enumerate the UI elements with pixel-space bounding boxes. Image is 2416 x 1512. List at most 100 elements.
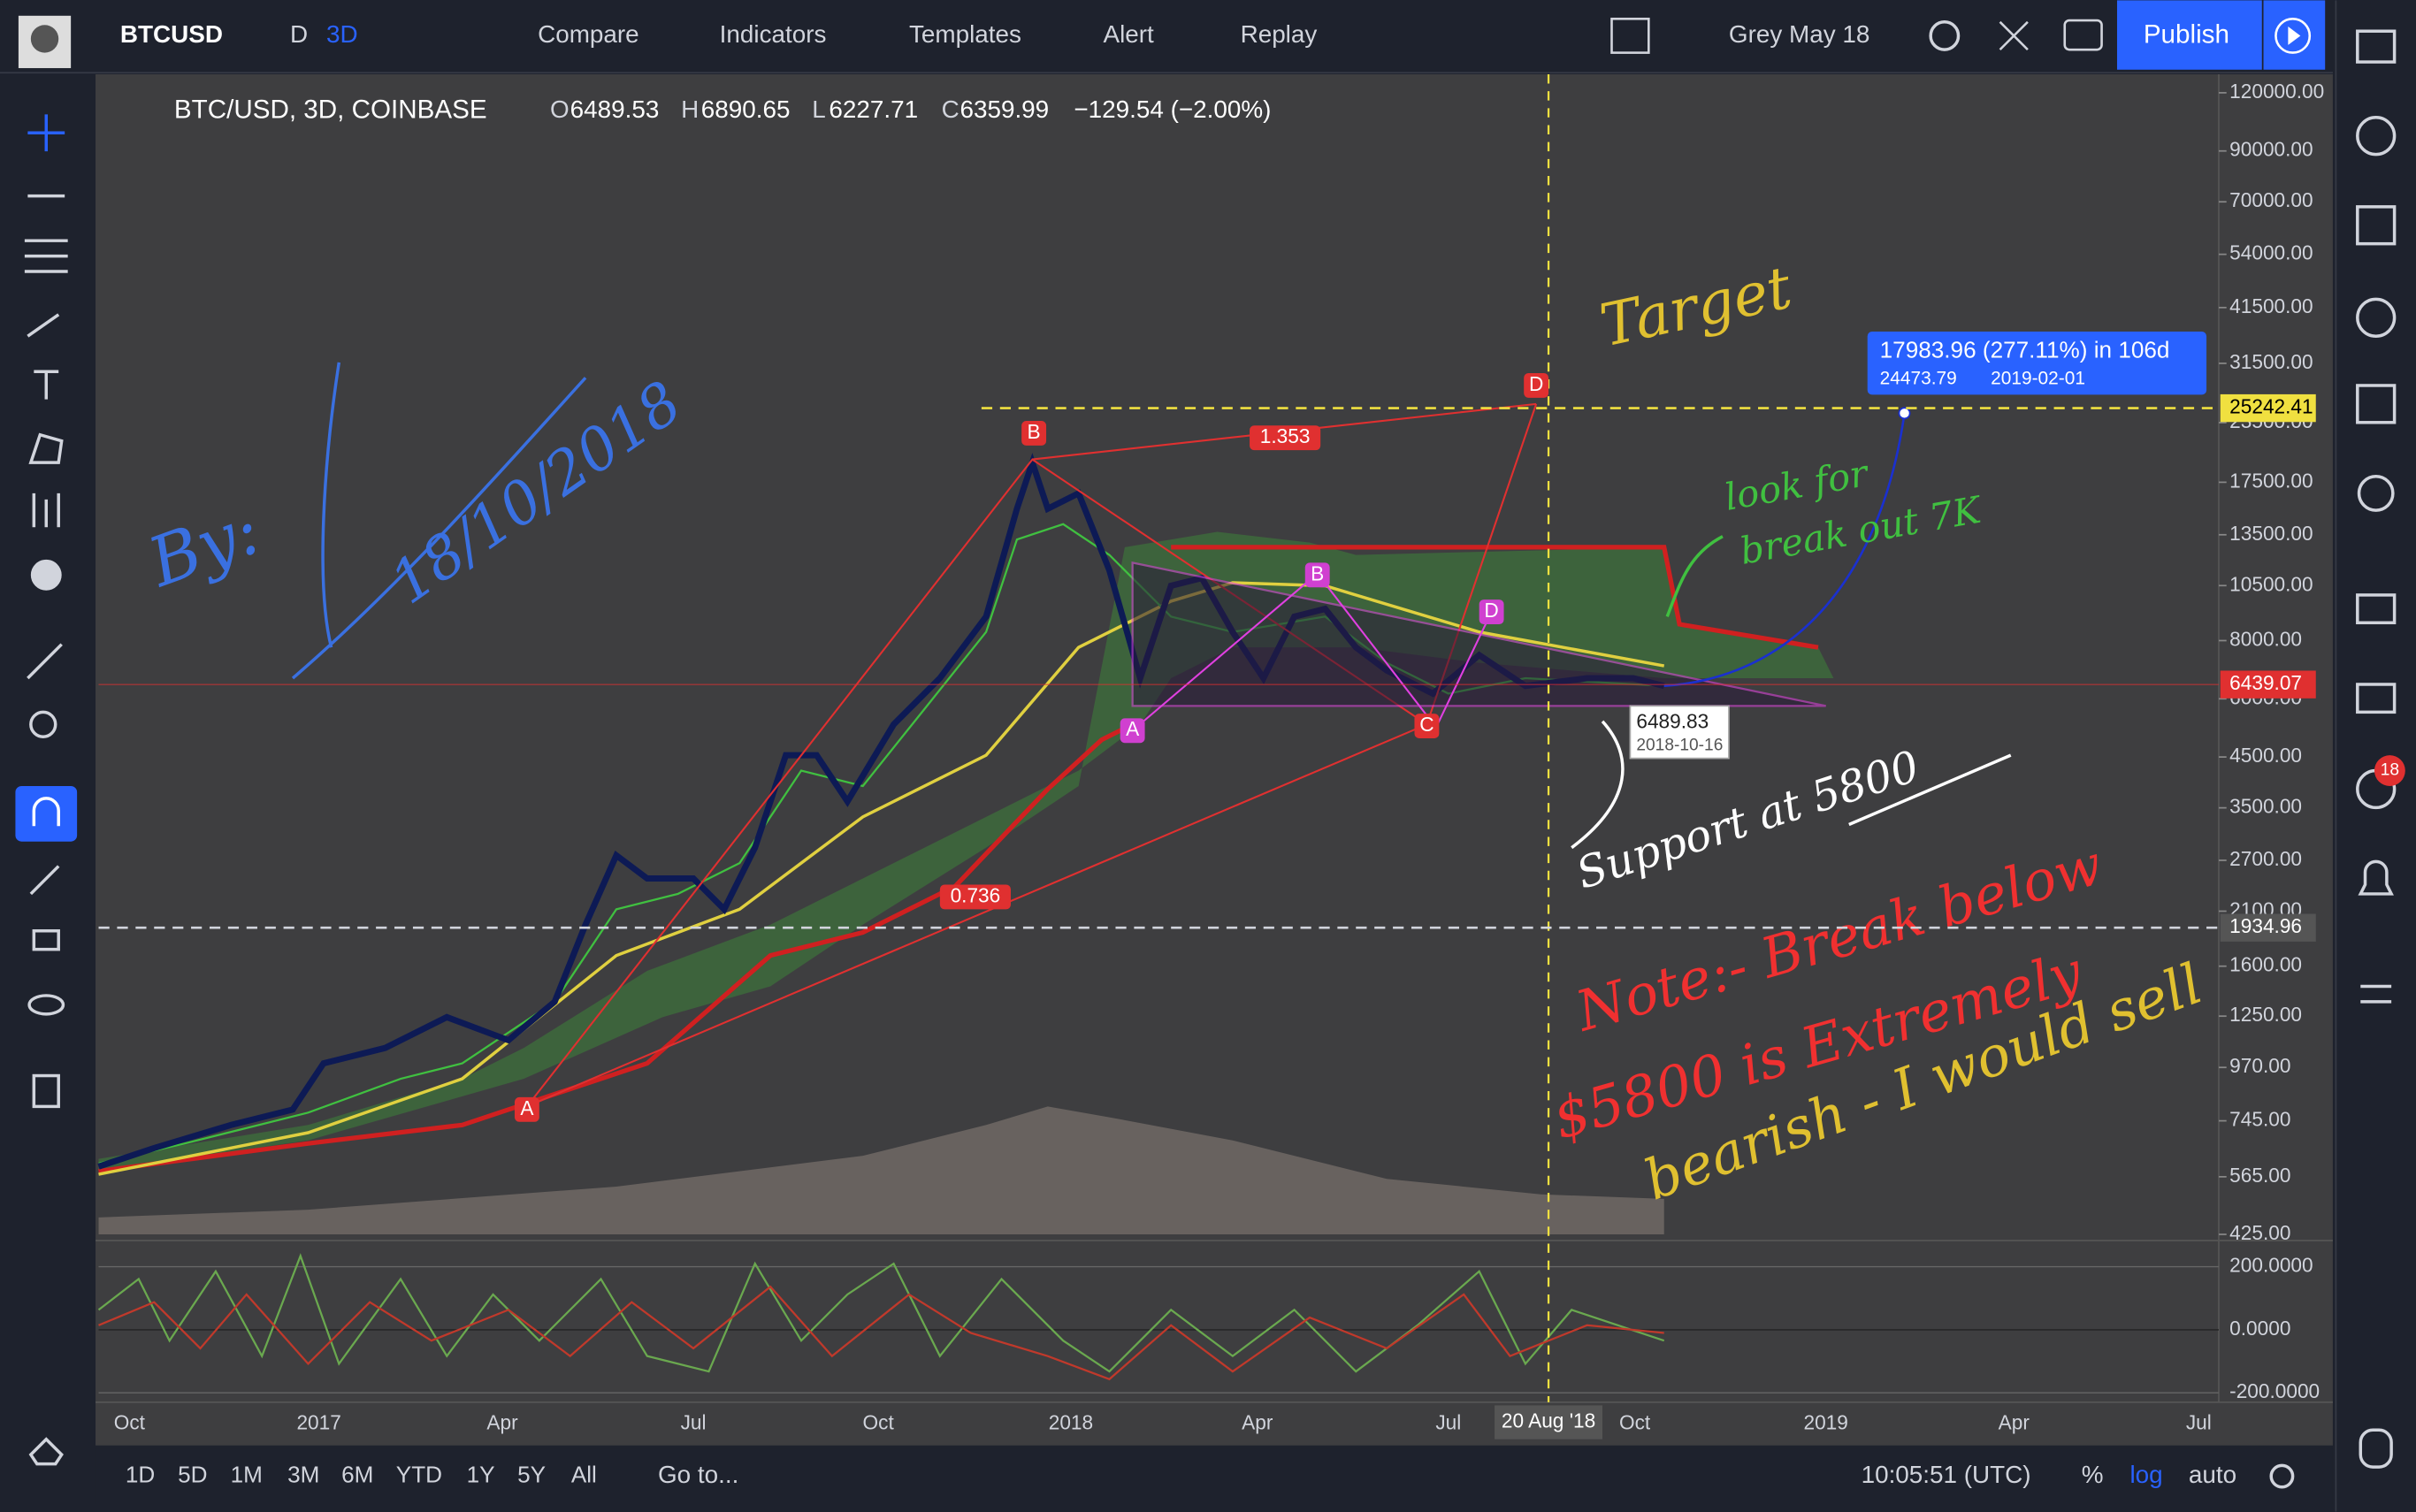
projection-headline: 17983.96 (277.11%) in 106d bbox=[1880, 337, 2170, 363]
watchlist-icon[interactable] bbox=[2356, 29, 2397, 64]
range-button[interactable]: All bbox=[571, 1461, 597, 1487]
range-button[interactable]: 5D bbox=[178, 1461, 207, 1487]
price-tick-label: 3500.00 bbox=[2229, 795, 2302, 818]
m-pattern bbox=[1131, 572, 1493, 732]
bug-icon[interactable] bbox=[2359, 1428, 2393, 1469]
toolbar-item[interactable]: Indicators bbox=[720, 20, 827, 48]
price-tick-label: 1600.00 bbox=[2229, 953, 2302, 976]
hide-tool[interactable] bbox=[27, 994, 65, 1016]
toolbar-item[interactable]: Templates bbox=[909, 20, 1021, 48]
calendar-icon[interactable] bbox=[2356, 384, 2397, 424]
right-tools bbox=[2356, 29, 2397, 1469]
price-marker-bg bbox=[2220, 670, 2316, 699]
interval[interactable]: 3D bbox=[326, 20, 358, 48]
price-tick-label: 2700.00 bbox=[2229, 847, 2302, 870]
pattern-label-bg bbox=[1414, 714, 1440, 738]
pattern-tool[interactable] bbox=[28, 432, 64, 464]
hotlist-icon[interactable] bbox=[2356, 297, 2397, 338]
magnet-tool[interactable] bbox=[15, 785, 78, 842]
layout-name[interactable]: Grey May 18 bbox=[1729, 20, 1869, 48]
toolbar-item[interactable]: Replay bbox=[1241, 20, 1318, 48]
symbol[interactable]: BTCUSD bbox=[120, 20, 223, 48]
chat-icon[interactable] bbox=[2356, 593, 2397, 625]
range-button[interactable]: YTD bbox=[396, 1461, 442, 1487]
shape-tool[interactable] bbox=[30, 559, 62, 591]
data-window-icon[interactable] bbox=[2356, 205, 2397, 246]
legend-low-label: L bbox=[812, 95, 826, 123]
price-tick-label: 31500.00 bbox=[2229, 350, 2313, 373]
legend-open-label: O bbox=[550, 95, 570, 123]
pattern-label-bg bbox=[514, 1096, 539, 1122]
text-tool[interactable] bbox=[34, 370, 59, 400]
layout-icon[interactable] bbox=[1610, 17, 1650, 54]
signature bbox=[291, 362, 587, 680]
notifications-icon[interactable] bbox=[2358, 859, 2394, 896]
percent-toggle[interactable]: % bbox=[2082, 1461, 2104, 1488]
pattern-label-bg bbox=[1120, 718, 1145, 744]
alerts-icon[interactable] bbox=[2356, 116, 2397, 157]
messages-icon[interactable] bbox=[2356, 683, 2397, 714]
hand-arrow-green bbox=[1665, 535, 1724, 617]
cloud-edge-low bbox=[98, 722, 1134, 1174]
legend-change: −129.54 (−2.00%) bbox=[1074, 95, 1271, 123]
pattern-labels: A B C D 1.353 0.736 A B D bbox=[514, 372, 1549, 1122]
stay-drawing-tool[interactable] bbox=[29, 865, 60, 896]
time-label: Jul bbox=[1435, 1410, 1461, 1433]
dom-icon[interactable] bbox=[2360, 984, 2392, 1004]
zoom-tool[interactable] bbox=[29, 710, 57, 738]
axis-settings[interactable] bbox=[2269, 1463, 2295, 1489]
pattern-label-bg bbox=[1021, 421, 1047, 446]
fib-tool[interactable] bbox=[24, 239, 68, 273]
play-icon bbox=[2275, 17, 2312, 54]
settings-icon[interactable] bbox=[1929, 20, 1961, 51]
ohlc: O 6489.53 H 6890.65 L 6227.71 C 6359.99 −129.54 … bbox=[550, 95, 1271, 123]
measure-tool[interactable] bbox=[27, 643, 63, 680]
time-label: Oct bbox=[1619, 1410, 1651, 1433]
cloud bbox=[98, 531, 1834, 1172]
range-button[interactable]: 1D bbox=[126, 1461, 155, 1487]
cursor-price: 6489.83 bbox=[1636, 710, 1709, 733]
price-tick-label: 4500.00 bbox=[2229, 744, 2302, 767]
log-toggle[interactable]: log bbox=[2129, 1461, 2162, 1488]
ideas-icon[interactable] bbox=[2357, 475, 2395, 512]
range-button[interactable]: 6M bbox=[341, 1461, 373, 1487]
publish-label[interactable]: Publish bbox=[2144, 19, 2229, 49]
bottom-bar-items: 1D 5D 1M 3M 6M YTD 1Y 5Y All bbox=[126, 1461, 597, 1487]
time-label: Jul bbox=[681, 1410, 707, 1433]
cursor-date: 2018-10-16 bbox=[1636, 737, 1723, 755]
cloud-edge-high bbox=[1171, 545, 1819, 650]
pattern-label: D bbox=[1529, 372, 1543, 395]
goto[interactable]: Go to... bbox=[658, 1461, 738, 1488]
toolbar-item[interactable]: Compare bbox=[538, 20, 639, 48]
projection-point bbox=[1898, 407, 1911, 420]
pattern-label: D bbox=[1484, 599, 1498, 622]
favorites-tool[interactable] bbox=[28, 1437, 64, 1466]
crosshair-tool[interactable] bbox=[27, 114, 65, 152]
prediction-tool[interactable] bbox=[32, 493, 60, 528]
range-button[interactable]: 1M bbox=[231, 1461, 263, 1487]
left-tools bbox=[15, 114, 78, 1466]
projection-date: 2019-02-01 bbox=[1991, 369, 2085, 389]
pattern-label-bg bbox=[939, 884, 1011, 910]
range-button[interactable]: 5Y bbox=[517, 1461, 546, 1487]
price-tick-label: 13500.00 bbox=[2229, 522, 2313, 545]
range-button[interactable]: 1Y bbox=[467, 1461, 495, 1487]
remove-tool[interactable] bbox=[32, 1073, 60, 1109]
lock-tool[interactable] bbox=[32, 929, 60, 951]
fullscreen-icon[interactable] bbox=[1999, 20, 2029, 51]
brush-tool[interactable] bbox=[27, 313, 60, 338]
interval[interactable]: D bbox=[290, 20, 308, 48]
time-label: 2018 bbox=[1049, 1410, 1093, 1433]
range-button[interactable]: 3M bbox=[287, 1461, 319, 1487]
snapshot-icon[interactable] bbox=[2063, 19, 2103, 51]
toolbar-item[interactable]: Alert bbox=[1104, 20, 1155, 48]
time-label: 2017 bbox=[296, 1410, 340, 1433]
time-label: Apr bbox=[486, 1410, 518, 1433]
auto-toggle[interactable]: auto bbox=[2189, 1461, 2236, 1488]
price-grid bbox=[2218, 92, 2227, 1235]
publish-button[interactable] bbox=[2116, 0, 2262, 70]
crosshair-time-box bbox=[1495, 1405, 1603, 1439]
legend-close-label: C bbox=[942, 95, 960, 123]
legend-title[interactable]: BTC/USD, 3D, COINBASE bbox=[174, 95, 487, 125]
